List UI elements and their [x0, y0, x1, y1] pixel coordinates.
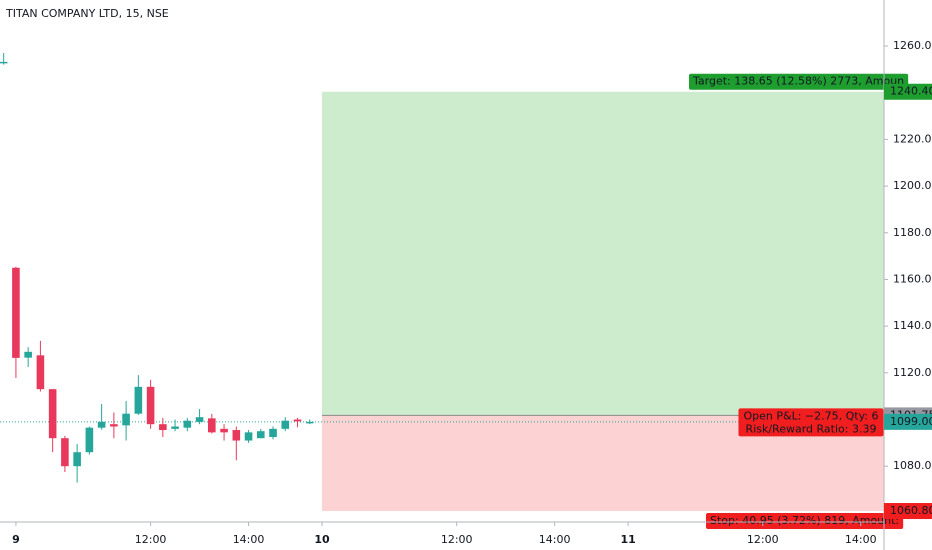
- x-tick-label: 12:00: [135, 533, 167, 546]
- stop-price-box: [884, 503, 932, 520]
- last-price: 1099.00: [890, 415, 932, 428]
- y-tick-label: 1200.00: [893, 179, 932, 192]
- candle-body: [159, 424, 167, 431]
- chart-title: TITAN COMPANY LTD, 15, NSE: [5, 7, 169, 20]
- stop-label-text: Stop: 40.95 (3.72%) 819, Amount:: [710, 514, 899, 527]
- y-tick-label: 1080.00: [893, 459, 932, 472]
- candle-body: [24, 351, 32, 358]
- stop-label-box: [706, 513, 904, 529]
- candle-body: [305, 421, 314, 424]
- candle-body: [48, 389, 57, 439]
- candle-body: [97, 421, 106, 428]
- candle-body: [195, 417, 204, 422]
- candle-body: [293, 419, 302, 422]
- x-tick-label: 12:00: [441, 533, 473, 546]
- candles: [0, 52, 314, 483]
- candle-body: [269, 428, 277, 438]
- x-tick-label: 14:00: [233, 533, 265, 546]
- x-tick-label: 9: [12, 533, 20, 546]
- candle-body: [244, 432, 253, 441]
- candle-body: [0, 61, 8, 64]
- candle-body: [208, 418, 216, 433]
- target-label-text: Target: 138.65 (12.58%) 2773, Amoun: [692, 75, 904, 88]
- x-tick-label: 14:00: [845, 533, 877, 546]
- y-tick-label: 1160.00: [893, 272, 932, 285]
- target-label-box: [689, 73, 909, 90]
- candle-body: [110, 424, 118, 427]
- candle-body: [146, 386, 155, 425]
- candle-body: [220, 428, 228, 433]
- y-tick-label: 1120.00: [893, 366, 932, 379]
- candle-body: [61, 438, 69, 467]
- candle-body: [12, 267, 20, 358]
- candle-body: [256, 431, 265, 439]
- candle-body: [183, 420, 192, 428]
- target-zone: [322, 91, 884, 416]
- candle-body: [134, 386, 143, 414]
- y-tick-label: 1260.00: [893, 39, 932, 52]
- candle-body: [281, 420, 290, 429]
- candle-body: [122, 413, 130, 426]
- plot-area: [0, 91, 884, 512]
- stop-label: Stop: 40.95 (3.72%) 819, Amount:: [706, 513, 904, 529]
- target-price: 1240.40: [890, 85, 932, 98]
- x-tick-label: 12:00: [747, 533, 779, 546]
- y-tick-label: 1180.00: [893, 226, 932, 239]
- target-price-box: [884, 83, 932, 100]
- candle-body: [171, 426, 179, 429]
- x-tick-label: 10: [314, 533, 330, 546]
- stop-price: 1060.80: [890, 504, 932, 517]
- y-tick-label: 1220.00: [893, 132, 932, 145]
- pnl-box: [738, 408, 884, 437]
- ratio-text: Risk/Reward Ratio: 3.39: [746, 422, 877, 435]
- target-label: Target: 138.65 (12.58%) 2773, Amoun: [689, 73, 909, 90]
- labels: Target: 138.65 (12.58%) 2773, Amoun Stop:…: [689, 73, 909, 529]
- x-tick-label: 11: [620, 533, 635, 546]
- candle-body: [85, 427, 94, 453]
- candle-body: [36, 355, 45, 390]
- y-tick-label: 1140.00: [893, 319, 932, 332]
- last-price-box: [884, 413, 932, 430]
- pnl-text: Open P&L: −2.75, Qty: 6: [743, 409, 878, 422]
- candle-body: [232, 430, 241, 441]
- x-tick-label: 14:00: [539, 533, 571, 546]
- candle-body: [73, 452, 81, 467]
